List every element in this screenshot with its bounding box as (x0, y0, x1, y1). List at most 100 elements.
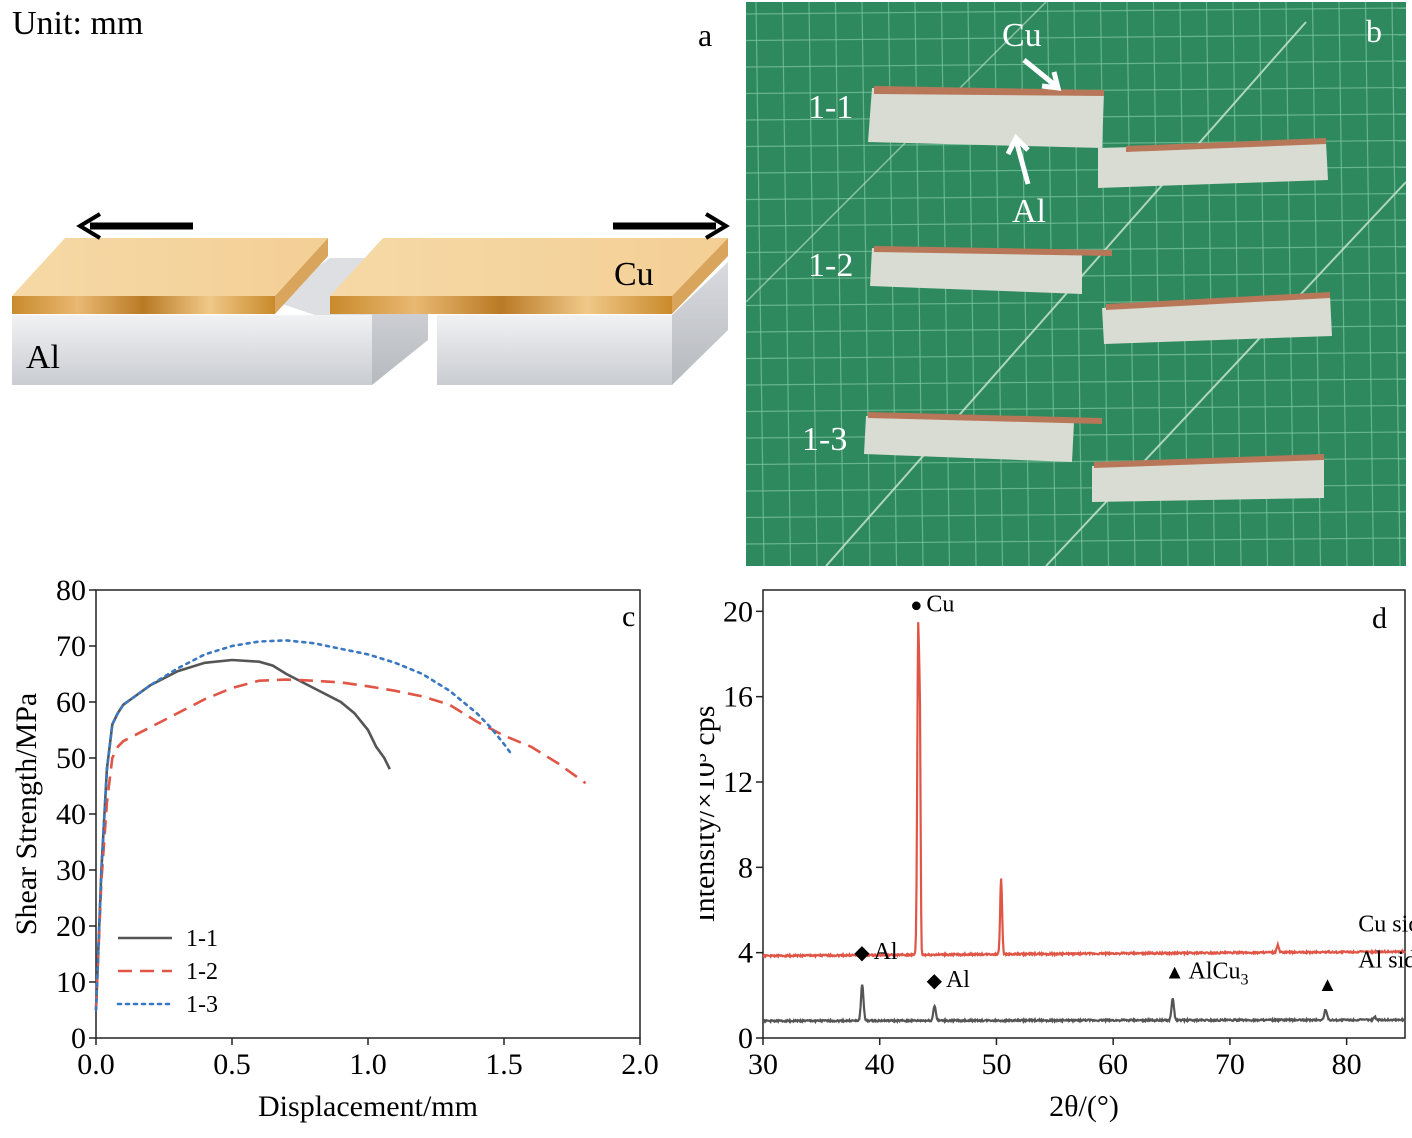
specimen-label: 1-3 (802, 421, 847, 458)
specimen-1-2-right (1102, 292, 1332, 344)
grid-line (745, 7, 1407, 15)
specimen-label: 1-2 (808, 247, 853, 284)
right-arrow-icon (613, 212, 730, 240)
mat-diagonal (745, 1, 1047, 303)
grid-line (745, 378, 1407, 386)
al-pointer-arrow-icon (1005, 133, 1031, 185)
x-tick-label: 1.0 (349, 1048, 387, 1081)
x-tick-label: 30 (748, 1048, 778, 1081)
right-cu-plate-edge (330, 296, 672, 314)
grid-line (745, 431, 1407, 439)
left-cu-plate-side (275, 238, 328, 314)
cu-pointer-arrow-icon (1022, 58, 1062, 91)
y-tick-label: 0 (738, 1022, 753, 1055)
plot-frame (762, 589, 1406, 1039)
x-tick-label: 50 (981, 1048, 1011, 1081)
panel-letter-d: d (1372, 602, 1387, 635)
specimen-1-1-right (1098, 138, 1328, 188)
y-tick-label: 60 (56, 686, 86, 719)
right-al-block (437, 315, 672, 385)
grid-line (745, 219, 1407, 227)
specimen-1-3-right (1092, 454, 1324, 502)
x-tick-label: 0.5 (213, 1048, 251, 1081)
grid-line (1364, 1, 1375, 567)
mat-diagonal (825, 21, 1307, 567)
left-cu-plate (12, 238, 328, 296)
mat-diagonal (1045, 181, 1407, 567)
legend: 1-1 1-2 1-3 (116, 926, 218, 1018)
legend-label: 1-2 (186, 959, 218, 985)
xrd-chart: 0 4 8 12 16 20 30 40 50 60 70 80 ● Cu ◆ Al ◆ Al ▲ AlCu3 ▲ C… (688, 589, 1412, 1123)
grid-line (781, 1, 792, 567)
left-arrow-icon (76, 212, 193, 240)
plot-frame (95, 589, 641, 1039)
peak-label: ◆ Al (854, 939, 898, 965)
grid-line (745, 537, 1407, 545)
y-tick-label: 80 (56, 574, 86, 607)
panel-c-chart: 0 10 20 30 40 50 60 70 80 0.0 0.5 1.0 1.5 2.0 1-1 1-2… (0, 568, 700, 1133)
series-line-Al-side (762, 984, 1406, 1025)
y-tick-label: 50 (56, 742, 86, 775)
al-label: Al (26, 339, 60, 376)
x-axis: 30 40 50 60 70 80 (748, 1038, 1362, 1081)
y-tick-label: 10 (56, 966, 86, 999)
grid-line (745, 510, 1407, 519)
grid-line (1391, 1, 1401, 567)
peak-label: ▲ AlCu3 (1165, 958, 1249, 988)
x-axis-label: 2θ/(°) (1049, 1090, 1119, 1123)
series-line-1-3 (94, 639, 514, 1012)
series-line-1-2 (94, 678, 587, 1011)
cu-label: Cu (1002, 17, 1042, 54)
specimen-1-3-left (864, 412, 1102, 462)
left-al-block (12, 315, 372, 385)
x-tick-label: 1.5 (485, 1048, 523, 1081)
panel-letter-c: c (622, 600, 635, 633)
left-cu-plate-edge (12, 296, 275, 314)
specimen-label: 1-1 (808, 89, 853, 126)
series-group (762, 622, 1406, 1025)
panel-b-photo: 1-1 1-2 1-3 Cu Al b (745, 1, 1407, 567)
y-tick-label: 40 (56, 798, 86, 831)
series-group (94, 639, 587, 1012)
panel-a-schematic: Unit: mm a Cu Al (0, 0, 740, 560)
x-tick-label: 2.0 (621, 1048, 659, 1081)
x-tick-label: 80 (1332, 1048, 1362, 1081)
y-tick-label: 30 (56, 854, 86, 887)
series-label: Cu side (1358, 911, 1412, 937)
grid-line (745, 33, 1407, 42)
unit-label: Unit: mm (12, 5, 143, 42)
y-tick-label: 4 (738, 937, 753, 970)
panel-letter-b: b (1366, 13, 1382, 49)
x-axis: 0.0 0.5 1.0 1.5 2.0 (77, 1038, 659, 1081)
x-tick-label: 60 (1098, 1048, 1128, 1081)
legend-label: 1-3 (186, 992, 218, 1018)
right-cu-plate (330, 238, 728, 296)
y-axis: 0 4 8 12 16 20 (723, 595, 763, 1055)
grid-line (1338, 1, 1348, 567)
y-tick-label: 70 (56, 630, 86, 663)
grid-line (861, 1, 871, 567)
series-line-Cu-side (762, 622, 1406, 959)
peak-label: ● Cu (910, 591, 954, 617)
y-tick-label: 20 (56, 910, 86, 943)
right-al-block-side (672, 262, 728, 385)
x-tick-label: 70 (1215, 1048, 1245, 1081)
x-tick-label: 0.0 (77, 1048, 115, 1081)
right-cu-plate-side (672, 238, 728, 314)
grid-line (745, 192, 1407, 201)
y-tick-label: 12 (723, 766, 753, 799)
grid-line (834, 1, 845, 567)
x-tick-label: 40 (865, 1048, 895, 1081)
y-axis: 0 10 20 30 40 50 60 70 80 (56, 574, 96, 1055)
peak-annotations: ●Cu ◆Al ◆Al ▲AlCu3 ▲ Cu side Al side (854, 591, 1412, 996)
cu-label: Cu (614, 256, 654, 293)
panel-letter-a: a (698, 17, 712, 53)
y-tick-label: 20 (723, 595, 753, 628)
peak-label: ◆ Al (927, 967, 971, 993)
grid-line (755, 1, 765, 567)
y-tick-label: 8 (738, 851, 753, 884)
grid-line (808, 1, 818, 567)
y-axis-label: Shear Strength/MPa (10, 693, 43, 935)
specimen-1-2-left (870, 246, 1112, 294)
specimen-1-1-left (868, 86, 1104, 148)
